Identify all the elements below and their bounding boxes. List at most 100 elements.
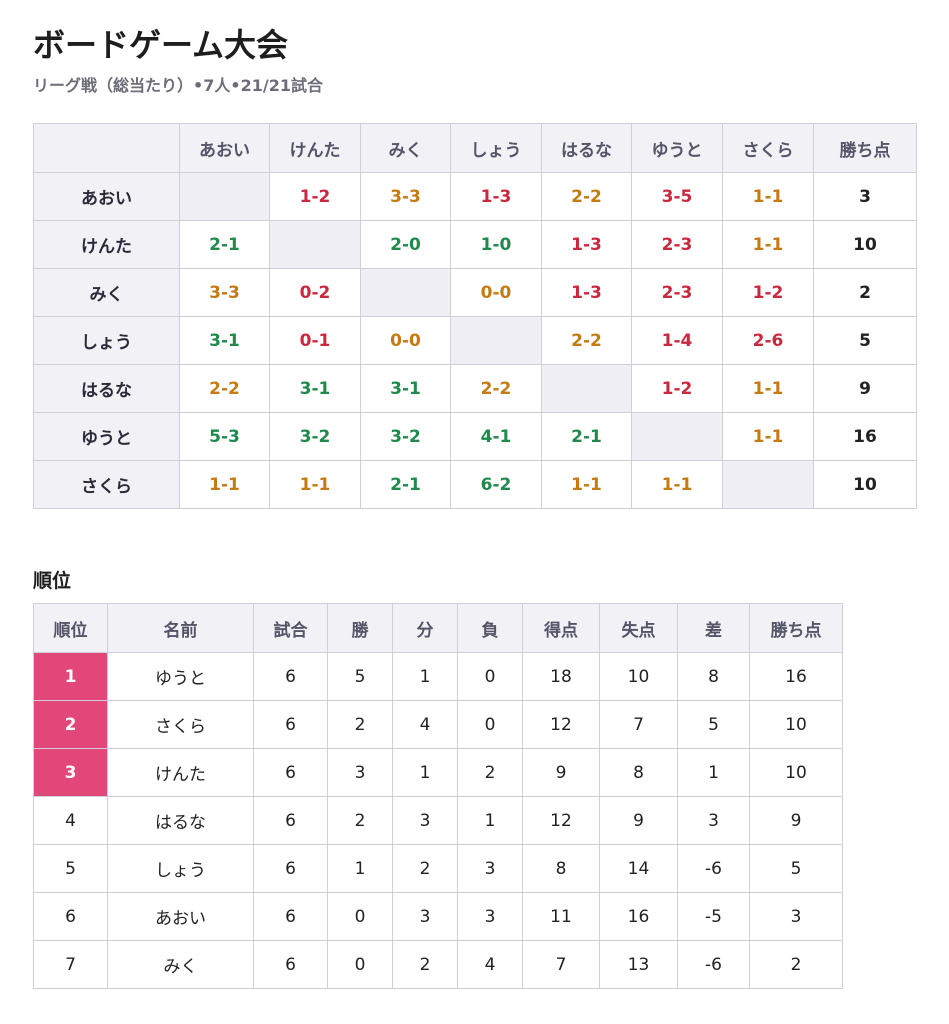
stat-cell: 6 (253, 748, 328, 797)
player-name: ゆうと (33, 412, 180, 461)
self-match-cell (360, 268, 451, 317)
matrix-column-header: さくら (722, 123, 814, 173)
match-score-cell: 6-2 (450, 460, 542, 509)
match-score-cell: 2-1 (179, 220, 270, 269)
match-score-cell: 2-6 (722, 316, 814, 365)
stat-cell: 1 (677, 748, 750, 797)
stat-cell: 12 (522, 796, 600, 845)
matrix-column-header: ゆうと (631, 123, 723, 173)
match-score-cell: 1-1 (722, 220, 814, 269)
player-name: さくら (33, 460, 180, 509)
stat-cell: 6 (253, 652, 328, 701)
match-score-cell: 2-1 (360, 460, 451, 509)
rank-cell: 7 (33, 940, 108, 989)
stat-cell: 16 (599, 892, 678, 941)
stat-cell: 2 (327, 796, 393, 845)
matrix-row: はるな 2-2 3-1 3-1 2-2 1-2 1-1 9 (33, 364, 917, 413)
match-score-cell: 3-1 (360, 364, 451, 413)
rank-cell: 5 (33, 844, 108, 893)
match-score-cell: 2-2 (541, 172, 632, 221)
matrix-column-header: みく (360, 123, 451, 173)
match-score-cell: 1-3 (450, 172, 542, 221)
stat-cell: 3 (392, 892, 458, 941)
match-score-cell: 2-2 (179, 364, 270, 413)
standings-row: 4 はるな 6 2 3 1 12 9 3 9 (33, 796, 843, 845)
match-score-cell: 3-3 (360, 172, 451, 221)
standings-row: 6 あおい 6 0 3 3 11 16 -5 3 (33, 892, 843, 941)
match-score-cell: 0-0 (450, 268, 542, 317)
stat-cell: 4 (457, 940, 523, 989)
standings-table: 順位 名前 試合勝分負得点 失点差勝ち点 1 ゆうと 6 5 1 0 18 10 8 16 2 さくら 6 2 4… (33, 603, 843, 989)
standings-row: 7 みく 6 0 2 4 7 13 -6 2 (33, 940, 843, 989)
stat-cell: -6 (677, 844, 750, 893)
stat-cell: 11 (522, 892, 600, 941)
stat-cell: 9 (749, 796, 843, 845)
stat-cell: 10 (599, 652, 678, 701)
self-match-cell (541, 364, 632, 413)
stat-cell: 6 (253, 844, 328, 893)
match-score-cell: 1-3 (541, 220, 632, 269)
stat-cell: 1 (457, 796, 523, 845)
rank-cell: 2 (33, 700, 108, 749)
standings-column-header: 失点 (599, 603, 678, 653)
stat-cell: 2 (327, 700, 393, 749)
match-score-cell: 1-4 (631, 316, 723, 365)
points-cell: 10 (813, 220, 917, 269)
standings-title: 順位 (33, 570, 72, 592)
match-score-cell: 2-2 (450, 364, 542, 413)
points-cell: 16 (813, 412, 917, 461)
stat-cell: 9 (522, 748, 600, 797)
match-score-cell: 1-1 (722, 172, 814, 221)
match-score-cell: 1-0 (450, 220, 542, 269)
stat-cell: 1 (327, 844, 393, 893)
standings-row: 2 さくら 6 2 4 0 12 7 5 10 (33, 700, 843, 749)
match-score-cell: 1-1 (179, 460, 270, 509)
player-name: けんた (107, 748, 254, 797)
stat-cell: 6 (253, 796, 328, 845)
match-score-cell: 3-5 (631, 172, 723, 221)
standings-row: 1 ゆうと 6 5 1 0 18 10 8 16 (33, 652, 843, 701)
player-name: みく (107, 940, 254, 989)
stat-cell: 1 (392, 652, 458, 701)
matrix-row: あおい 1-2 3-3 1-3 2-2 3-5 1-1 3 (33, 172, 917, 221)
match-score-cell: 3-1 (179, 316, 270, 365)
stat-cell: 10 (749, 700, 843, 749)
match-score-cell: 2-1 (541, 412, 632, 461)
matrix-row: しょう 3-1 0-1 0-0 2-2 1-4 2-6 5 (33, 316, 917, 365)
stat-cell: 2 (392, 844, 458, 893)
self-match-cell (269, 220, 361, 269)
match-score-cell: 1-1 (541, 460, 632, 509)
standings-row: 5 しょう 6 1 2 3 8 14 -6 5 (33, 844, 843, 893)
match-score-cell: 1-1 (722, 364, 814, 413)
stat-cell: 3 (327, 748, 393, 797)
match-score-cell: 3-2 (269, 412, 361, 461)
player-name: けんた (33, 220, 180, 269)
standings-column-header: 名前 (107, 603, 254, 653)
stat-cell: 4 (392, 700, 458, 749)
self-match-cell (722, 460, 814, 509)
stat-cell: 6 (253, 940, 328, 989)
standings-column-header: 分 (392, 603, 458, 653)
rank-cell: 6 (33, 892, 108, 941)
matrix-column-header: あおい (179, 123, 270, 173)
stat-cell: -5 (677, 892, 750, 941)
matrix-column-header: はるな (541, 123, 632, 173)
player-name: はるな (33, 364, 180, 413)
match-score-cell: 3-2 (360, 412, 451, 461)
match-score-cell: 0-1 (269, 316, 361, 365)
matrix-column-header: しょう (450, 123, 542, 173)
stat-cell: 7 (522, 940, 600, 989)
player-name: みく (33, 268, 180, 317)
stat-cell: 5 (327, 652, 393, 701)
standings-column-header: 負 (457, 603, 523, 653)
player-name: はるな (107, 796, 254, 845)
match-score-cell: 0-2 (269, 268, 361, 317)
match-score-cell: 2-2 (541, 316, 632, 365)
rank-cell: 1 (33, 652, 108, 701)
standings-row: 3 けんた 6 3 1 2 9 8 1 10 (33, 748, 843, 797)
self-match-cell (631, 412, 723, 461)
stat-cell: 6 (253, 892, 328, 941)
standings-column-header: 順位 (33, 603, 108, 653)
stat-cell: 5 (677, 700, 750, 749)
points-cell: 2 (813, 268, 917, 317)
